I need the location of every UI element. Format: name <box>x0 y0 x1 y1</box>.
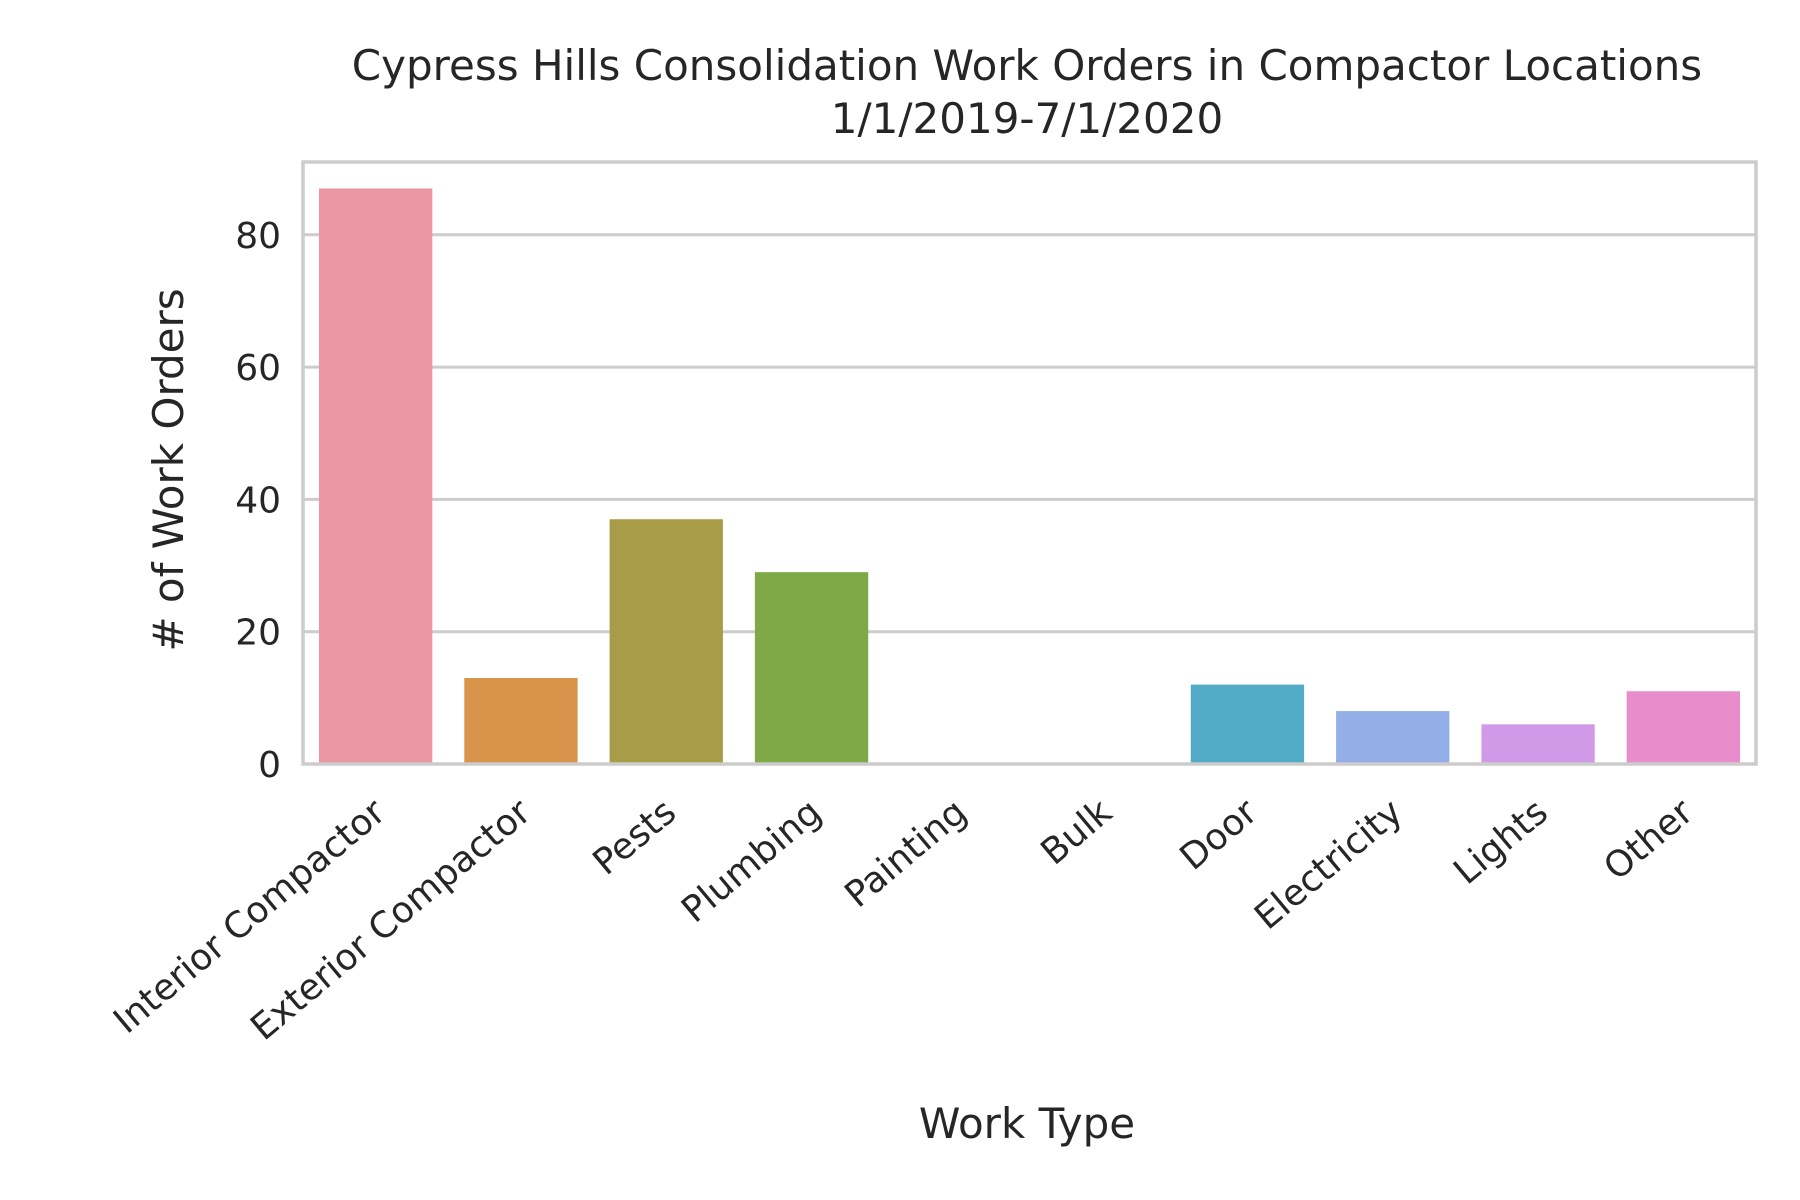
bar-electricity <box>1336 711 1450 764</box>
x-tick-label: Plumbing <box>674 791 829 930</box>
plot-frame <box>301 160 1758 766</box>
bar-pests <box>609 519 723 764</box>
x-tick-label: Pests <box>586 791 685 883</box>
chart-subtitle: 1/1/2019-7/1/2020 <box>831 94 1223 143</box>
grid-lines <box>303 233 1756 634</box>
bar-lights <box>1481 724 1595 764</box>
x-tick-label: Painting <box>837 791 974 915</box>
y-axis-ticks: 0 20 40 60 80 <box>235 216 281 786</box>
bar-interior-compactor <box>318 188 433 764</box>
x-tick-label: Electricity <box>1247 791 1410 937</box>
x-axis-label: Work Type <box>919 1099 1135 1148</box>
x-tick-label: Door <box>1173 791 1266 878</box>
y-tick-label: 20 <box>235 613 281 654</box>
y-tick-label: 80 <box>235 216 281 257</box>
bar-door <box>1190 684 1305 764</box>
x-tick-label: Lights <box>1446 791 1556 892</box>
y-axis-label: # of Work Orders <box>144 288 193 651</box>
chart-title: Cypress Hills Consolidation Work Orders … <box>352 41 1702 90</box>
bar-exterior-compactor <box>464 678 578 764</box>
y-tick-label: 40 <box>235 480 281 521</box>
y-tick-label: 0 <box>258 745 281 786</box>
x-tick-label: Interior Compactor <box>106 791 393 1041</box>
y-tick-label: 60 <box>235 348 281 389</box>
x-tick-label: Bulk <box>1034 791 1121 873</box>
bar-plumbing <box>754 572 869 764</box>
bar-other <box>1626 691 1741 764</box>
bars <box>318 188 1741 764</box>
x-tick-label: Exterior Compactor <box>243 791 539 1048</box>
x-tick-label: Other <box>1596 791 1701 888</box>
